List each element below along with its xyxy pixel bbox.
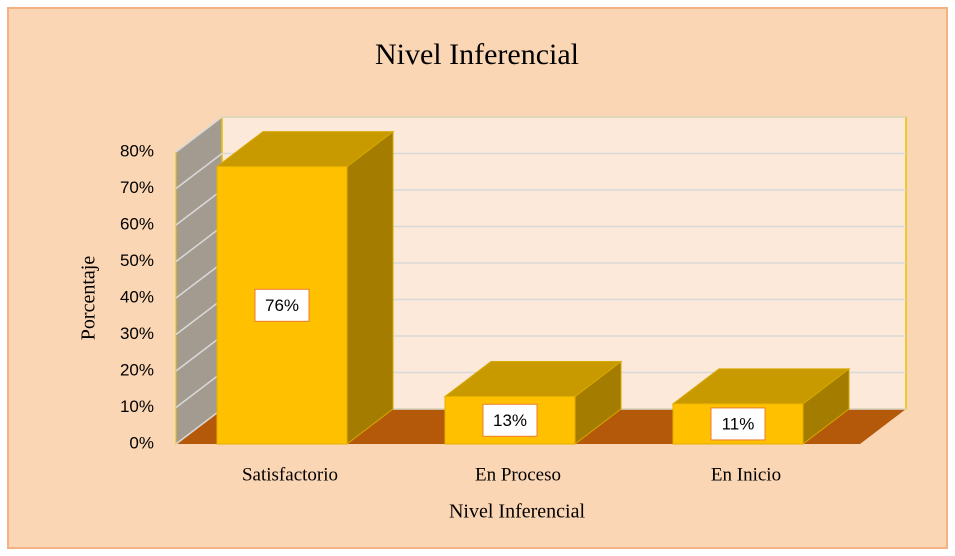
x-tick-label: Satisfactorio — [242, 464, 338, 485]
y-tick-label: 30% — [120, 324, 154, 343]
bar-side — [346, 130, 394, 446]
y-tick-label: 80% — [120, 141, 154, 160]
x-axis-title: Nivel Inferencial — [449, 501, 585, 523]
y-tick-label: 60% — [120, 214, 154, 233]
label-box — [254, 288, 310, 322]
y-tick-label: 50% — [120, 251, 154, 270]
y-tick-label: 0% — [129, 433, 154, 452]
grid-line — [175, 116, 906, 153]
grid-line — [175, 152, 906, 190]
y-tick-label: 70% — [120, 178, 154, 197]
label-box — [482, 403, 538, 437]
y-tick-label: 20% — [120, 360, 154, 379]
x-tick-label: En Proceso — [475, 464, 561, 485]
data-label: 13% — [493, 411, 527, 430]
y-tick-label: 10% — [120, 397, 154, 416]
label-box — [710, 407, 766, 441]
y-tick-label: 40% — [120, 287, 154, 306]
data-label: 11% — [722, 414, 755, 433]
data-label: 76% — [265, 296, 299, 315]
y-axis-title: Porcentaje — [78, 256, 100, 341]
chart-title: Nivel Inferencial — [375, 38, 579, 71]
x-tick-label: En Inicio — [711, 464, 781, 485]
